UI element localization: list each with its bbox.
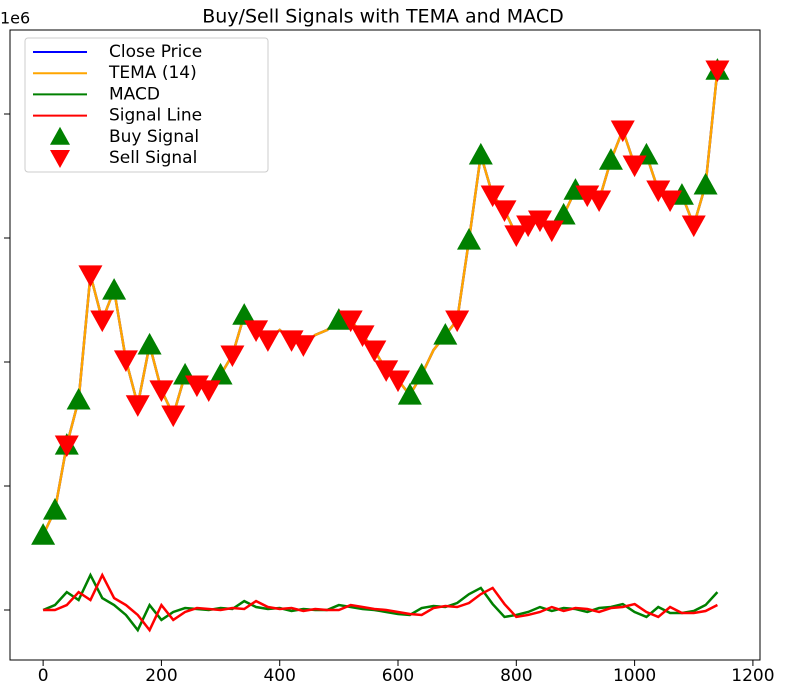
legend-label: Buy Signal: [109, 127, 199, 147]
signal-marker: [161, 405, 186, 428]
x-tick-label: 400: [263, 666, 295, 686]
signal-marker: [42, 498, 67, 520]
signal-marker: [291, 335, 316, 357]
signal-marker: [480, 185, 505, 208]
signal-marker: [113, 350, 138, 373]
signal-marker: [433, 322, 458, 345]
signal-marker: [445, 310, 470, 333]
signal-marker: [350, 325, 375, 347]
y-offset-label: 1e6: [0, 9, 30, 28]
signal-marker: [78, 265, 103, 287]
signal-marker: [551, 202, 576, 225]
signal-marker: [208, 362, 233, 385]
signal-marker: [468, 142, 493, 165]
signal-marker: [362, 340, 387, 363]
x-tick-label: 0: [38, 666, 49, 686]
x-tick-label: 200: [145, 666, 177, 686]
x-tick-label: 600: [382, 666, 414, 686]
line-series: [42, 572, 719, 633]
signal-marker: [149, 380, 174, 403]
signal-marker: [658, 190, 683, 213]
signal-marker: [681, 215, 706, 238]
signal-marker: [137, 332, 162, 355]
signal-marker: [326, 308, 351, 330]
legend-label: Sell Signal: [109, 148, 197, 168]
signal-marker: [232, 303, 257, 325]
signal-marker: [66, 387, 91, 410]
line-series: [43, 572, 718, 633]
signal-marker: [587, 190, 612, 213]
legend-label: Signal Line: [109, 106, 202, 126]
x-tick-label: 1200: [731, 666, 774, 686]
legend-swatch: [50, 150, 70, 168]
x-tick-label: 1000: [613, 666, 656, 686]
signal-marker: [693, 172, 718, 195]
legend-label: MACD: [109, 84, 160, 104]
signal-marker: [539, 220, 564, 243]
signal-marker: [598, 148, 623, 170]
signal-marker: [374, 360, 399, 382]
signal-marker: [504, 225, 529, 248]
signal-marker: [102, 278, 127, 300]
signal-marker: [31, 523, 56, 545]
line-series: [41, 69, 719, 536]
signal-marker: [125, 395, 150, 417]
signal-marker: [646, 180, 671, 203]
signal-marker: [705, 60, 730, 83]
signal-marker: [492, 200, 517, 222]
legend-label: TEMA (14): [108, 63, 197, 83]
signal-marker: [527, 210, 552, 233]
signal-marker: [255, 330, 280, 352]
signal-marker: [244, 320, 269, 343]
signal-marker: [456, 227, 481, 250]
signal-marker: [397, 382, 422, 405]
legend-swatch: [50, 126, 70, 145]
signal-marker: [54, 435, 79, 458]
x-tick-label: 800: [500, 666, 532, 686]
chart-title: Buy/Sell Signals with TEMA and MACD: [202, 6, 564, 28]
signal-marker: [196, 380, 221, 403]
legend-box: [24, 37, 269, 173]
legend-label: Close Price: [109, 42, 202, 62]
signal-marker: [220, 345, 245, 368]
signal-marker: [409, 362, 434, 385]
signal-marker: [90, 310, 115, 333]
signal-marker: [622, 155, 647, 178]
signal-marker: [386, 370, 411, 393]
signal-marker: [610, 120, 635, 143]
signal-marker: [338, 310, 363, 333]
plot-frame: [9, 29, 761, 661]
